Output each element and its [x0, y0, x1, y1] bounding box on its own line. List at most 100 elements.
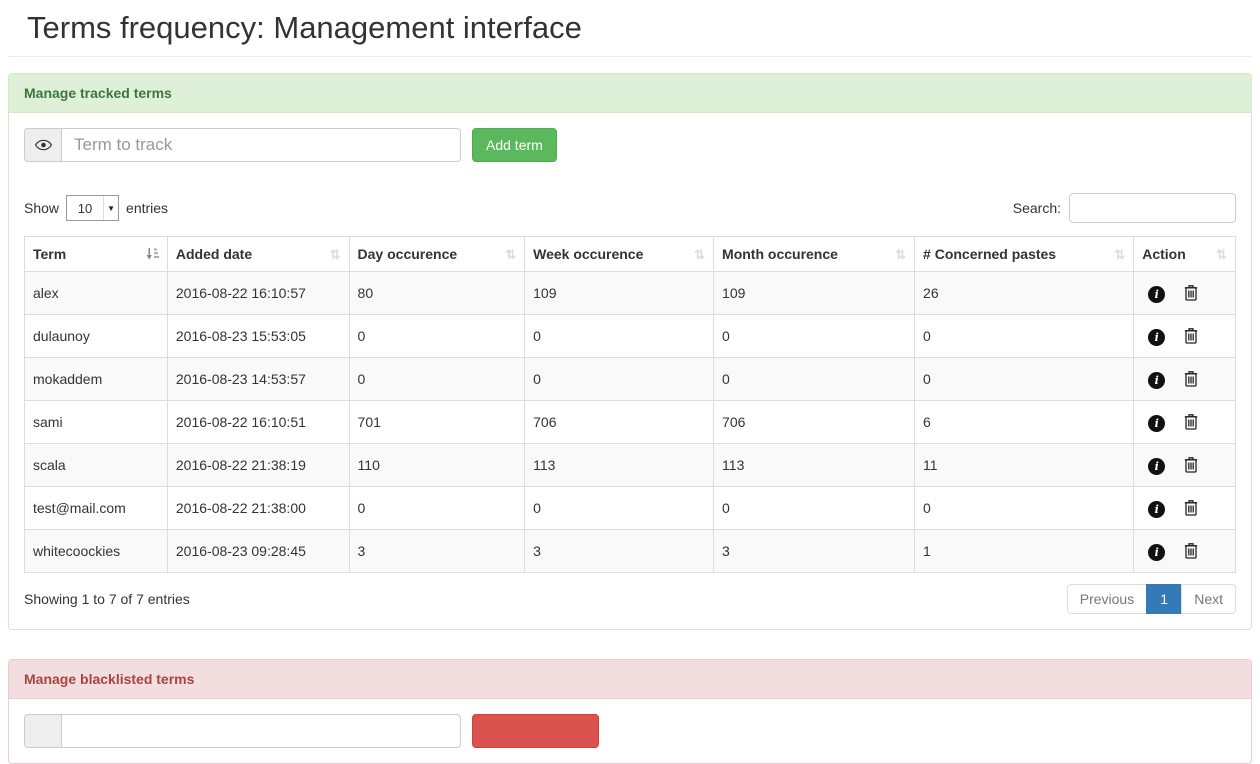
sort-both-icon: ⇅	[895, 246, 907, 262]
column-header-concerned-pastes[interactable]: # Concerned pastes ⇅	[914, 236, 1135, 272]
term-input-group	[24, 128, 461, 162]
sort-both-icon: ⇅	[1114, 246, 1126, 262]
blacklist-term-input[interactable]	[61, 714, 461, 748]
table-row: mokaddem 2016-08-23 14:53:57 0 0 0 0 i	[24, 357, 1236, 401]
tracked-terms-panel-heading: Manage tracked terms	[9, 74, 1251, 113]
tracked-terms-panel: Manage tracked terms Add term	[8, 73, 1252, 630]
table-cell: 113	[524, 443, 715, 487]
table-cell: 2016-08-23 15:53:05	[166, 314, 350, 358]
blacklist-term-button[interactable]	[472, 714, 599, 748]
table-cell: 80	[348, 271, 526, 315]
column-label: Added date	[175, 246, 253, 262]
table-cell: dulaunoy	[24, 314, 168, 358]
datatable-controls: Show 10 ▼ entries Search:	[24, 193, 1236, 223]
action-cell: i	[1133, 314, 1236, 358]
table-cell: 0	[524, 314, 715, 358]
table-cell: 3	[713, 529, 916, 573]
table-cell: 0	[348, 486, 526, 530]
table-cell: 0	[914, 486, 1135, 530]
sort-both-icon: ⇅	[1216, 246, 1227, 262]
table-cell: 2016-08-22 16:10:57	[166, 271, 350, 315]
entries-length-control: Show 10 ▼ entries	[24, 195, 168, 221]
table-cell: 110	[348, 443, 526, 487]
action-cell: i	[1133, 529, 1236, 573]
column-header-action[interactable]: Action ⇅	[1133, 236, 1236, 272]
table-cell: 11	[914, 443, 1135, 487]
table-cell: alex	[24, 271, 168, 315]
pagination: Previous 1 Next	[1066, 584, 1236, 614]
info-icon[interactable]: i	[1148, 543, 1166, 561]
info-icon[interactable]: i	[1148, 371, 1166, 389]
column-label: Action	[1142, 246, 1186, 262]
column-label: Month occurence	[722, 246, 838, 262]
pagination-next[interactable]: Next	[1181, 584, 1236, 614]
sort-both-icon: ⇅	[505, 246, 517, 262]
table-cell: 0	[348, 357, 526, 401]
info-icon[interactable]: i	[1148, 457, 1166, 475]
entries-label: entries	[126, 200, 169, 216]
search-input[interactable]	[1069, 193, 1236, 223]
table-cell: 3	[524, 529, 715, 573]
blacklist-input-group	[24, 714, 461, 748]
column-header-added-date[interactable]: Added date ⇅	[166, 236, 350, 272]
show-label: Show	[24, 200, 60, 216]
action-cell: i	[1133, 443, 1236, 487]
table-cell: 0	[713, 357, 916, 401]
column-label: Term	[33, 246, 67, 262]
trash-icon[interactable]	[1184, 456, 1198, 476]
action-cell: i	[1133, 357, 1236, 401]
column-header-term[interactable]: Term	[24, 236, 168, 272]
info-icon[interactable]: i	[1148, 500, 1166, 518]
table-cell: 0	[524, 486, 715, 530]
column-header-week-occurence[interactable]: Week occurence ⇅	[524, 236, 715, 272]
table-cell: 109	[524, 271, 715, 315]
table-cell: 0	[348, 314, 526, 358]
page-container: Terms frequency: Management interface Ma…	[0, 10, 1260, 764]
trash-icon[interactable]	[1184, 284, 1198, 304]
pagination-page-1[interactable]: 1	[1146, 584, 1183, 614]
trash-icon[interactable]	[1184, 327, 1198, 347]
column-label: Day occurence	[357, 246, 458, 262]
table-cell: 0	[914, 314, 1135, 358]
table-row: sami 2016-08-22 16:10:51 701 706 706 6 i	[24, 400, 1236, 444]
page-title: Terms frequency: Management interface	[27, 10, 582, 45]
table-cell: 1	[914, 529, 1135, 573]
column-label: Week occurence	[533, 246, 644, 262]
table-cell: 109	[713, 271, 916, 315]
term-to-track-input[interactable]	[61, 128, 461, 162]
table-cell: 3	[348, 529, 526, 573]
table-cell: 113	[713, 443, 916, 487]
trash-icon[interactable]	[1184, 413, 1198, 433]
table-cell: test@mail.com	[24, 486, 168, 530]
entries-select-value: 10	[77, 200, 93, 216]
entries-select[interactable]: 10 ▼	[66, 195, 120, 221]
column-header-day-occurence[interactable]: Day occurence ⇅	[348, 236, 526, 272]
sort-amount-asc-icon	[146, 247, 159, 262]
table-cell: 0	[713, 486, 916, 530]
table-cell: 2016-08-23 14:53:57	[166, 357, 350, 401]
table-row: alex 2016-08-22 16:10:57 80 109 109 26 i	[24, 271, 1236, 315]
table-cell: mokaddem	[24, 357, 168, 401]
column-label: # Concerned pastes	[923, 246, 1057, 262]
column-header-month-occurence[interactable]: Month occurence ⇅	[713, 236, 916, 272]
trash-icon[interactable]	[1184, 499, 1198, 519]
datatable-footer: Showing 1 to 7 of 7 entries Previous 1 N…	[24, 584, 1236, 614]
trash-icon[interactable]	[1184, 370, 1198, 390]
info-icon[interactable]: i	[1148, 414, 1166, 432]
add-term-button[interactable]: Add term	[472, 128, 557, 162]
table-cell: 2016-08-22 21:38:00	[166, 486, 350, 530]
table-cell: 0	[713, 314, 916, 358]
tracked-terms-panel-body: Add term Show 10 ▼ entries Search:	[9, 113, 1251, 629]
table-cell: 706	[713, 400, 916, 444]
search-label: Search:	[1012, 200, 1061, 216]
info-icon[interactable]: i	[1148, 328, 1166, 346]
showing-entries-info: Showing 1 to 7 of 7 entries	[24, 591, 190, 607]
pagination-previous[interactable]: Previous	[1066, 584, 1148, 614]
trash-icon[interactable]	[1184, 542, 1198, 562]
action-cell: i	[1133, 271, 1236, 315]
table-body: alex 2016-08-22 16:10:57 80 109 109 26 i dulaun…	[24, 271, 1236, 573]
info-icon[interactable]: i	[1148, 285, 1166, 303]
tracked-terms-table: Term	[24, 236, 1236, 573]
blacklist-adder-row	[24, 714, 1236, 748]
table-cell: sami	[24, 400, 168, 444]
